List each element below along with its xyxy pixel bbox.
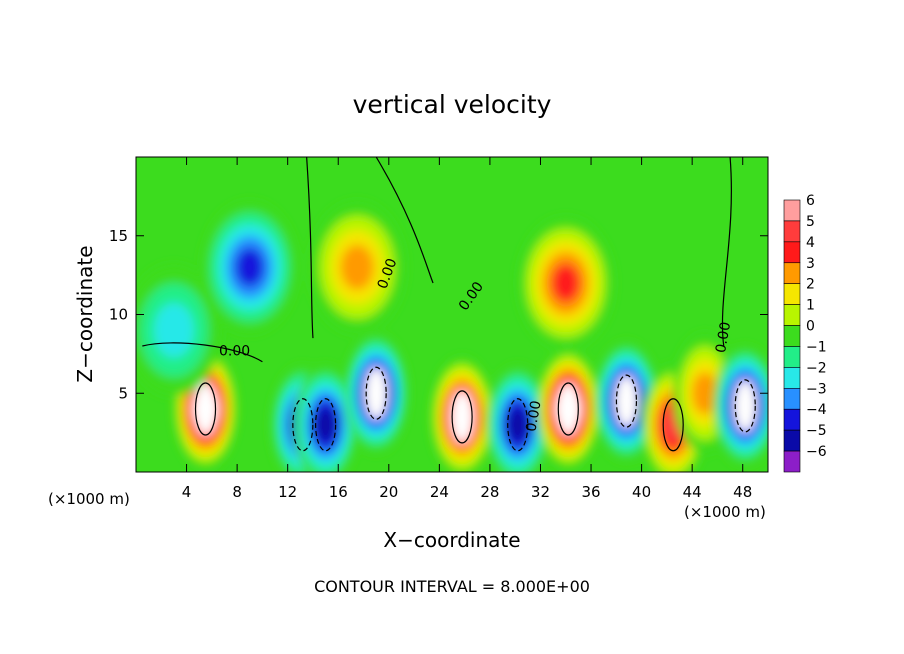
contour-line-1 — [292, 398, 314, 452]
y-tick-label: 5 — [118, 384, 128, 402]
colorbar-label: −4 — [806, 402, 827, 418]
x-tick-label: 40 — [632, 483, 651, 501]
x-tick-label: 16 — [329, 483, 348, 501]
plot-area: 0.000.000.000.000.00 — [135, 156, 769, 473]
field-feature-11 — [235, 247, 265, 287]
field-feature-13 — [340, 244, 374, 290]
x-tick-label: 44 — [683, 483, 702, 501]
colorbar-swatch — [783, 367, 801, 389]
x-tick-label: 28 — [480, 483, 499, 501]
contour-label: 0.00 — [219, 343, 250, 359]
colorbar: 6 5 4 3 2 1 0 −1 −2 −3 −4 −5 −6 — [783, 193, 827, 473]
field-feature-core-10 — [734, 379, 757, 432]
x-unit-left: (×1000 m) — [48, 490, 130, 508]
field-feature-core-0 — [194, 383, 217, 435]
colorbar-swatch — [783, 429, 801, 452]
colorbar-swatch — [783, 450, 801, 473]
colorbar-label: −1 — [806, 339, 827, 355]
contour-line-10 — [734, 379, 756, 433]
field-feature-12 — [551, 263, 581, 303]
x-tick-label: 36 — [581, 483, 600, 501]
zero-contour — [142, 157, 732, 363]
contour-line-6 — [557, 382, 579, 436]
y-axis-label: Z−coordinate — [73, 245, 97, 382]
colorbar-swatch — [783, 199, 801, 222]
x-tick-label: 48 — [733, 483, 752, 501]
contour-line-2 — [315, 398, 337, 452]
colorbar-label: −2 — [806, 360, 827, 376]
x-unit-right: (×1000 m) — [684, 503, 766, 521]
x-axis-label: X−coordinate — [383, 528, 520, 552]
colorbar-label: 0 — [806, 319, 815, 335]
colorbar-label: 5 — [806, 214, 815, 230]
colorbar-swatch — [783, 325, 801, 347]
contour-label: 0.00 — [523, 399, 544, 432]
chart-title: vertical velocity — [353, 90, 552, 119]
colorbar-label: 2 — [806, 277, 815, 293]
x-tick-label: 32 — [531, 483, 550, 501]
y-tick-label: 15 — [109, 227, 128, 245]
field-feature-2 — [315, 408, 336, 442]
colorbar-label: 6 — [806, 193, 815, 209]
colorbar-label: −3 — [806, 381, 827, 397]
contour-line-3 — [365, 366, 387, 420]
colorbar-label: 3 — [806, 256, 815, 272]
field-feature-9 — [692, 372, 718, 415]
colorbar-swatch — [783, 408, 801, 431]
x-tick-label: 12 — [278, 483, 297, 501]
x-tick-label: 24 — [430, 483, 449, 501]
x-ticks: 4 8 12 16 20 24 28 32 36 40 44 48 — [182, 157, 752, 501]
contour-line-0 — [194, 382, 217, 436]
colorbar-swatch — [783, 388, 801, 410]
field-feature-core-6 — [557, 383, 580, 435]
y-ticks: 5 10 15 — [109, 227, 768, 402]
colorbar-label: 1 — [806, 298, 815, 314]
field-feature-5 — [507, 408, 529, 442]
colorbar-swatch — [783, 283, 801, 305]
x-tick-label: 4 — [182, 483, 192, 501]
x-tick-label: 8 — [232, 483, 242, 501]
contour-label: 0.00 — [713, 321, 734, 354]
colorbar-label: −6 — [806, 444, 827, 460]
colorbar-label: −5 — [806, 423, 827, 439]
field-feature-core-7 — [615, 375, 638, 428]
colorbar-swatch — [783, 220, 801, 243]
colorbar-swatch — [783, 241, 801, 264]
contour-line-4 — [451, 390, 473, 444]
colorbar-swatch — [783, 262, 801, 284]
y-tick-label: 10 — [109, 306, 128, 324]
x-tick-label: 20 — [379, 483, 398, 501]
contour-line-5 — [507, 398, 529, 452]
contour-line-7 — [615, 374, 638, 428]
field-feature-core-3 — [365, 367, 388, 420]
colorbar-label: 4 — [806, 235, 815, 251]
field-feature-14 — [153, 302, 194, 358]
contour-line-8 — [662, 398, 684, 452]
contour-interval-note: CONTOUR INTERVAL = 8.000E+00 — [314, 577, 590, 596]
colorbar-swatch — [783, 304, 801, 326]
colorbar-swatch — [783, 346, 801, 368]
field-feature-core-4 — [451, 390, 474, 443]
